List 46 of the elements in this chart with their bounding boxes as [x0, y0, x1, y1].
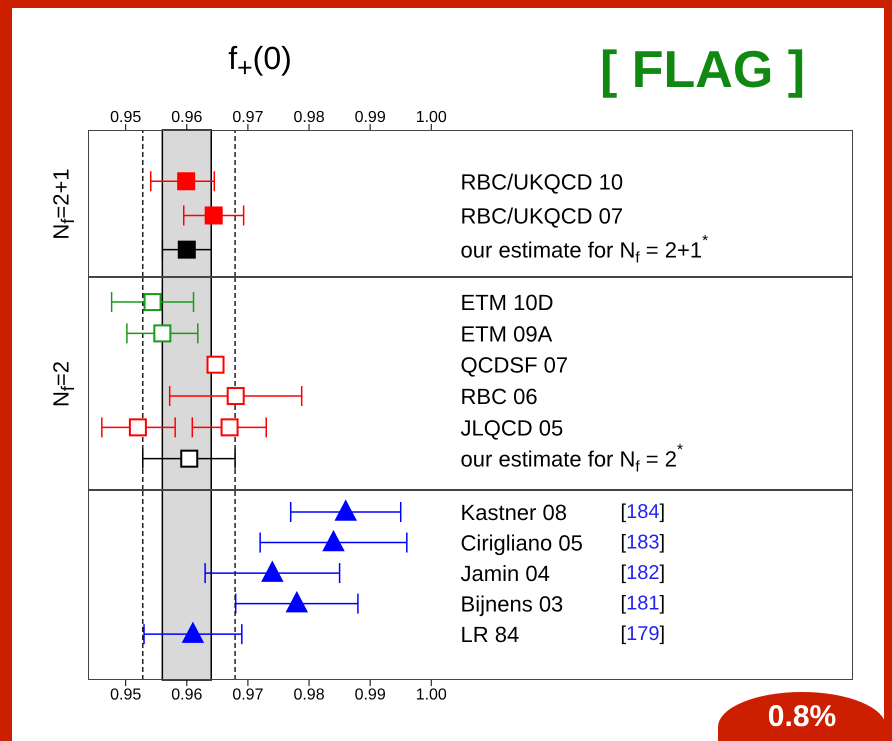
x2-tick-label: 1.00 — [416, 109, 447, 126]
x-tick-label: 0.96 — [171, 686, 202, 704]
point — [262, 561, 284, 582]
y-tick-label: RBC 06 — [460, 384, 538, 409]
x-tick-label: 1.00 — [416, 686, 447, 704]
point — [180, 450, 198, 468]
x-tick-label: 0.97 — [232, 686, 264, 704]
point — [226, 387, 245, 406]
y-tick-label: Cirigliano 05 — [460, 530, 583, 556]
y-tick-label: JLQCD 05 — [460, 414, 564, 440]
annotation: [179] — [620, 623, 666, 646]
y-tick-label: RBC/UKQCD 07 — [460, 202, 624, 228]
point — [206, 356, 225, 374]
y-tick-label: our estimate for N$_{f}$ = 2$^{*}$ — [460, 442, 683, 476]
y-tick-label: our estimate for N$_{f}$ = 2+1$^{*}$ — [460, 232, 708, 267]
x2-tick-label: 0.98 — [293, 109, 325, 126]
point — [153, 324, 172, 342]
x2-tick-label: 0.96 — [171, 109, 202, 126]
x-tick-label: 0.98 — [293, 686, 325, 704]
x2-axis-title: f$_{+}$(0) — [227, 40, 293, 84]
point — [144, 293, 162, 312]
annotation: [181] — [620, 592, 666, 615]
point — [286, 592, 308, 612]
point — [322, 530, 344, 552]
annotation: [182] — [620, 562, 666, 584]
x2-tick-label: 0.97 — [232, 109, 264, 126]
annotation: [183] — [620, 532, 666, 554]
oval-badge: 0.8% — [718, 692, 886, 741]
point — [220, 418, 239, 436]
x2-tick-label: 0.95 — [110, 109, 142, 126]
x-tick-label: 0.95 — [110, 686, 142, 704]
x2-tick-label: 0.99 — [354, 109, 386, 126]
y-tick-label: QCDSF 07 — [460, 352, 568, 378]
text: [ FLAG ] — [600, 40, 806, 100]
point — [128, 418, 147, 436]
y-tick-label: LR 84 — [460, 622, 520, 647]
y-tick-label: Bijnens 03 — [460, 591, 564, 616]
y-tick-label: ETM 10D — [460, 290, 554, 315]
y-tick-label: Jamin 04 — [460, 560, 550, 586]
point — [182, 622, 204, 643]
y-tick-label: RBC/UKQCD 10 — [460, 168, 624, 194]
point — [334, 500, 356, 521]
x-tick-label: 0.99 — [354, 686, 386, 704]
y-tick-label: ETM 09A — [460, 320, 553, 346]
y-tick-label: Kastner 08 — [460, 499, 567, 524]
annotation: [184] — [620, 500, 666, 523]
